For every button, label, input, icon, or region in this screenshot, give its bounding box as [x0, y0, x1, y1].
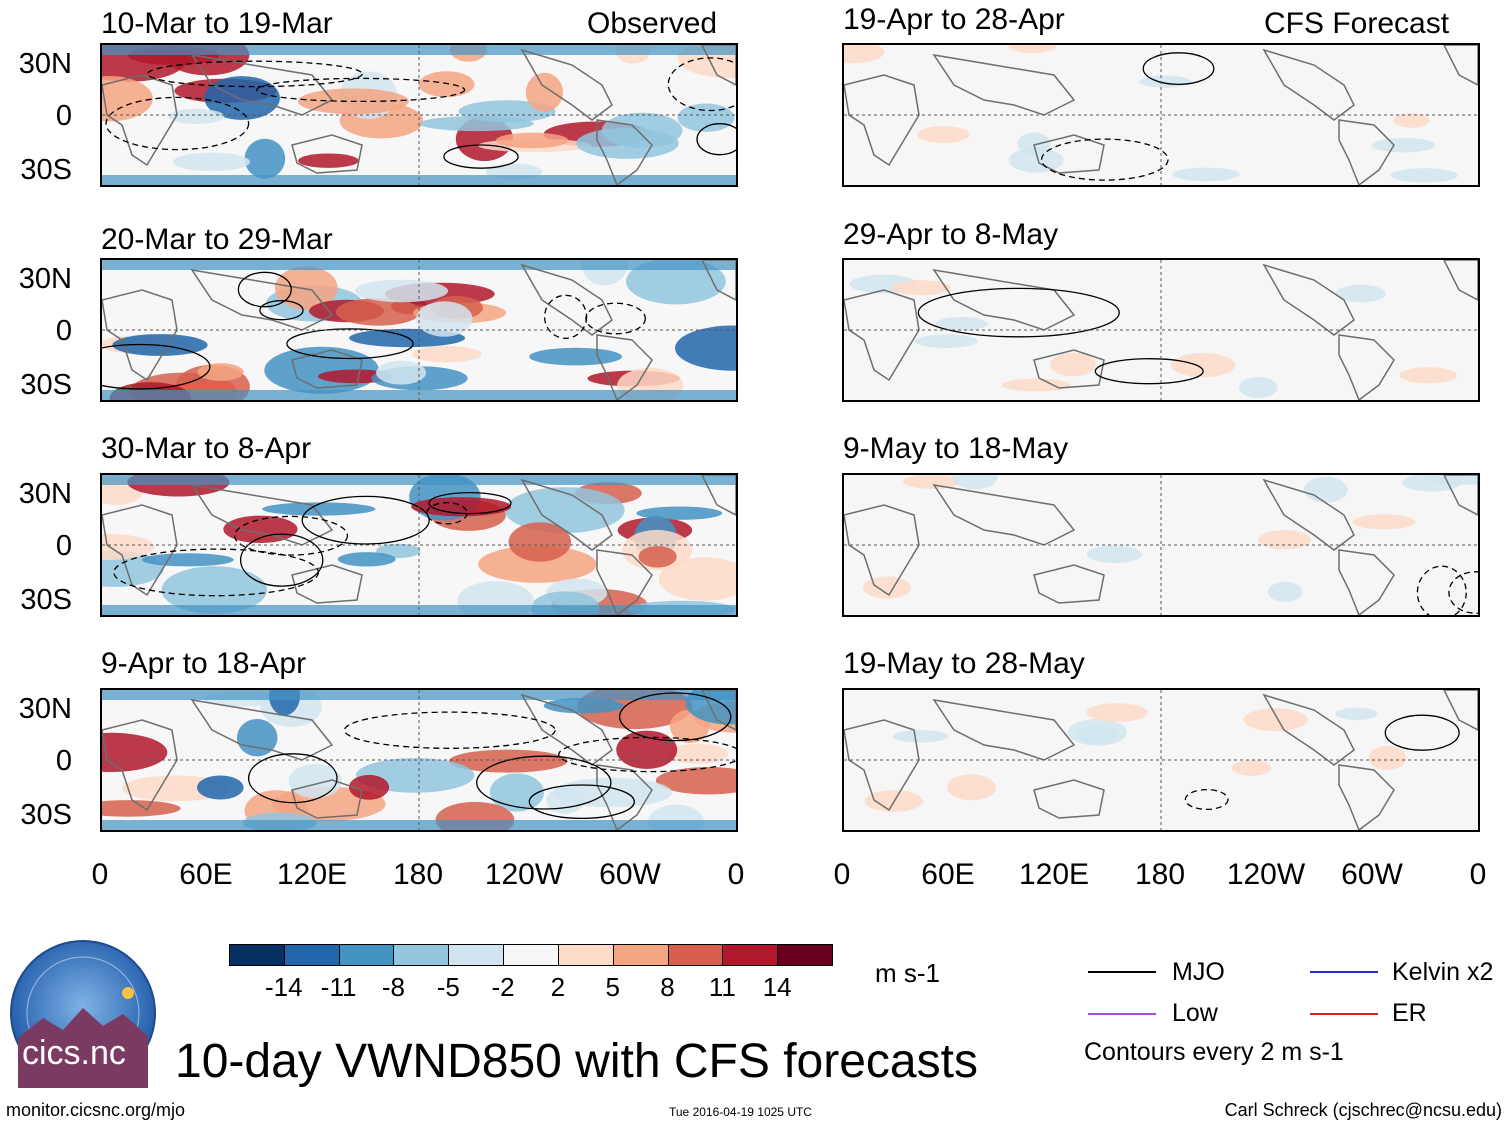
colorbar-tick-label: -14	[265, 972, 303, 1002]
legend-line-kelvin	[1310, 971, 1378, 973]
legend-line-mjo	[1088, 971, 1156, 973]
panel-title-fc-1: 19-Apr to 28-Apr	[843, 3, 1065, 36]
lon-label: 120E	[1018, 858, 1090, 891]
lon-label: 120E	[276, 858, 348, 891]
panel-title-fc-2: 29-Apr to 8-May	[843, 218, 1059, 251]
forecast-map-panel-1	[842, 43, 1480, 187]
forecast-map-panel-2	[842, 258, 1480, 402]
lon-label: 60E	[179, 858, 233, 891]
colorbar-tick-label: 5	[605, 972, 620, 1002]
panel-title-fc-3: 9-May to 18-May	[843, 432, 1069, 465]
lon-label: 60E	[921, 858, 975, 891]
colorbar-tick-label: -2	[491, 972, 515, 1002]
panel-title-obs-3: 30-Mar to 8-Apr	[101, 432, 312, 465]
lon-label: 0	[1469, 858, 1487, 891]
observed-label: Observed	[587, 7, 718, 40]
lon-label: 180	[1134, 858, 1186, 891]
colorbar-tick-label: 11	[708, 972, 736, 1002]
footer-timestamp: Tue 2016-04-19 1025 UTC	[669, 1105, 812, 1119]
legend-label-mjo: MJO	[1172, 958, 1225, 986]
colorbar-swatch	[777, 944, 833, 966]
lon-label: 0	[727, 858, 745, 891]
forecast-map-panel-3	[842, 473, 1480, 617]
colorbar-tick-label: -11	[320, 972, 357, 1002]
figure-title: 10-day VWND850 with CFS forecasts	[175, 1035, 978, 1088]
panel-title-obs-2: 20-Mar to 29-Mar	[101, 223, 333, 256]
lat-label-30n: 30N	[18, 48, 72, 80]
lat-label-30n: 30N	[18, 693, 72, 725]
lat-label-30n: 30N	[18, 263, 72, 295]
lon-label: 0	[91, 858, 109, 891]
lon-label: 120W	[484, 858, 564, 891]
colorbar-swatch	[393, 944, 450, 966]
forecast-map-panel-4	[842, 688, 1480, 832]
lon-label: 60W	[1341, 858, 1403, 891]
panel-title-fc-4: 19-May to 28-May	[843, 647, 1085, 680]
lon-label: 180	[392, 858, 444, 891]
colorbar-tick-label: 2	[550, 972, 566, 1002]
colorbar-swatch	[503, 944, 559, 966]
observed-map-panel-3	[100, 473, 738, 617]
lat-label-eq: 0	[55, 745, 72, 777]
colorbar-swatch	[557, 944, 614, 966]
colorbar-swatch	[338, 944, 395, 966]
colorbar-swatch	[283, 944, 340, 966]
colorbar-swatch	[448, 944, 505, 966]
legend-line-low	[1088, 1013, 1156, 1015]
observed-map-panel-4	[100, 688, 738, 832]
logo-text: cics.nc	[22, 1034, 126, 1072]
lat-label-eq: 0	[55, 100, 72, 132]
panel-title-obs-4: 9-Apr to 18-Apr	[101, 647, 307, 680]
lat-label-30s: 30S	[20, 154, 72, 186]
panel-title-obs-1: 10-Mar to 19-Mar	[101, 7, 333, 40]
lon-label: 0	[833, 858, 851, 891]
colorbar-swatch	[722, 944, 779, 966]
observed-map-panel-1	[100, 43, 738, 187]
cfs-forecast-label: CFS Forecast	[1264, 7, 1450, 40]
lon-label: 60W	[599, 858, 661, 891]
lat-label-30s: 30S	[20, 799, 72, 831]
lat-label-30s: 30S	[20, 369, 72, 401]
lon-label: 120W	[1226, 858, 1306, 891]
legend-line-er	[1310, 1013, 1378, 1015]
colorbar-tick-label: 8	[660, 972, 675, 1002]
colorbar-tick-label: -5	[436, 972, 460, 1002]
colorbar-tick-label: 14	[762, 972, 792, 1002]
footer-author: Carl Schreck (cjschrec@ncsu.edu)	[1224, 1100, 1502, 1120]
colorbar-tick-label: -8	[381, 972, 406, 1002]
lat-label-30n: 30N	[18, 478, 72, 510]
legend-label-low: Low	[1172, 999, 1218, 1027]
footer-url[interactable]: monitor.cicsnc.org/mjo	[6, 1100, 186, 1120]
lat-label-30s: 30S	[20, 584, 72, 616]
colorbar-swatch	[229, 944, 285, 966]
colorbar-swatch	[667, 944, 724, 966]
colorbar-swatch	[612, 944, 669, 966]
legend-label-er: ER	[1392, 999, 1427, 1027]
colorbar-unit: m s-1	[875, 958, 940, 988]
cics-logo: cics.nc	[8, 938, 158, 1088]
contour-note: Contours every 2 m s-1	[1084, 1038, 1344, 1066]
lat-label-eq: 0	[55, 530, 72, 562]
legend-label-kelvin: Kelvin x2	[1392, 958, 1494, 986]
observed-map-panel-2	[100, 258, 738, 402]
lat-label-eq: 0	[55, 315, 72, 347]
